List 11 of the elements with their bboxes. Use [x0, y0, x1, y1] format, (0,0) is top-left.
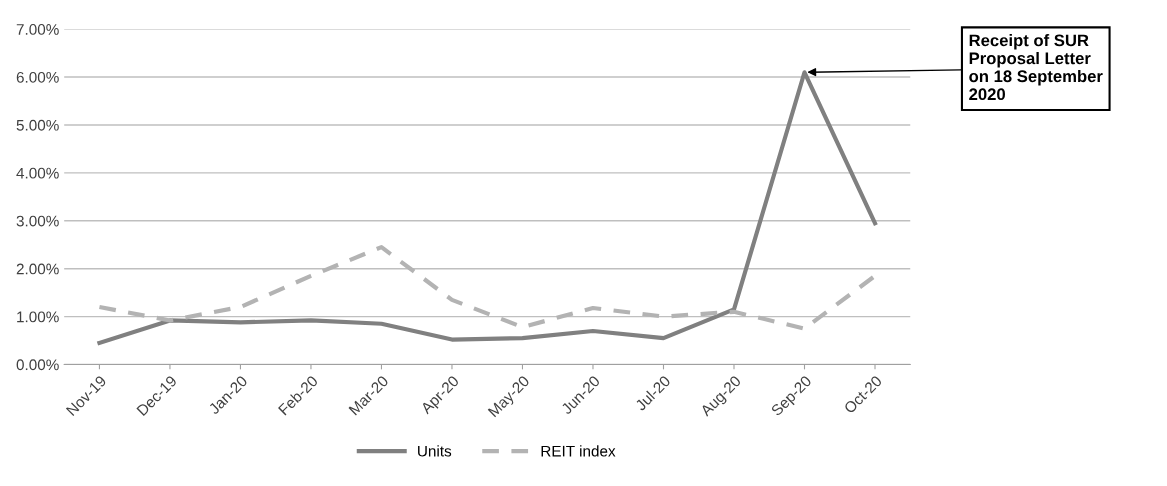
- y-tick-label: 1.00%: [17, 311, 59, 323]
- annotation: Receipt of SUR Proposal Letter on 18 September 2020: [969, 34, 1103, 101]
- legend-label: Units: [418, 445, 452, 457]
- y-tick-label: 6.00%: [16, 71, 59, 83]
- y-tick-label: 0.00%: [16, 359, 59, 371]
- y-tick-label: 2.00%: [16, 263, 59, 275]
- y-tick-label: 7.00%: [16, 24, 59, 35]
- y-tick-label: 4.00%: [16, 167, 59, 179]
- y-tick-label: 3.00%: [16, 215, 59, 227]
- legend-label: REIT index: [541, 445, 616, 457]
- y-tick-label: 5.00%: [16, 119, 59, 131]
